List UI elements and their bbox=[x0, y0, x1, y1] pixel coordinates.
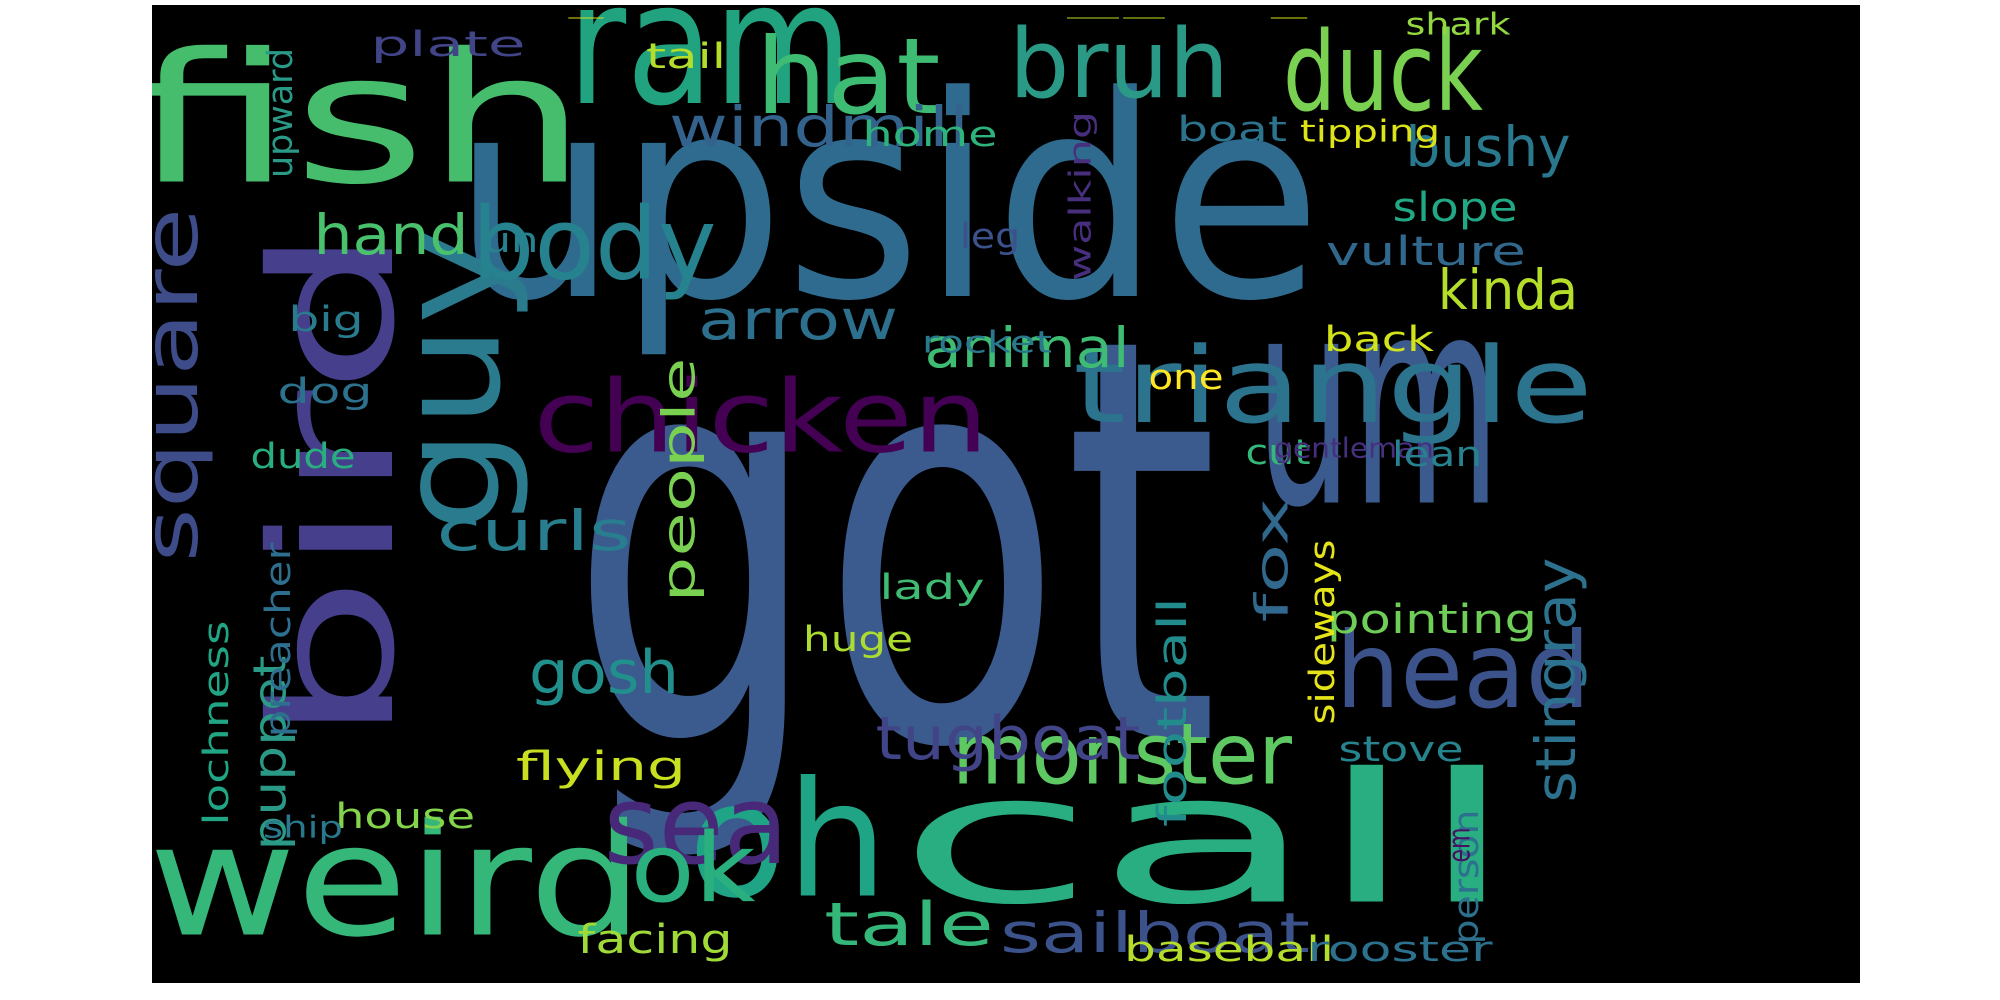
word-mark-75: _ bbox=[1118, 5, 1169, 19]
word-tipping: tipping bbox=[1300, 115, 1440, 150]
word-bushy: bushy bbox=[1406, 115, 1571, 179]
word-baseball: baseball bbox=[1124, 930, 1334, 970]
word-head: head bbox=[1336, 610, 1591, 732]
word-guy: guy bbox=[370, 228, 533, 533]
word-animal: animal bbox=[925, 316, 1130, 380]
word-fish: fish bbox=[152, 16, 588, 225]
word-huge: huge bbox=[803, 620, 913, 660]
word-hand: hand bbox=[314, 203, 469, 267]
word-tale: tale bbox=[824, 890, 994, 960]
word-mark-76: _ bbox=[1267, 5, 1312, 19]
word-house: house bbox=[335, 797, 475, 837]
word-sideways: sideways bbox=[1303, 540, 1343, 725]
word-lochness: lochness bbox=[197, 621, 237, 826]
word-ok: ok bbox=[631, 814, 756, 924]
word-weird: weird bbox=[152, 791, 644, 972]
word-home: home bbox=[863, 115, 998, 155]
word-mark-74: _ bbox=[1061, 5, 1125, 19]
word-slope: slope bbox=[1393, 185, 1518, 231]
word-pointing: pointing bbox=[1327, 597, 1537, 643]
word-flying: flying bbox=[516, 744, 686, 790]
word-body: body bbox=[472, 186, 717, 303]
word-rooster: rooster bbox=[1308, 930, 1494, 970]
word-curls: curls bbox=[437, 499, 632, 563]
word-leg: leg bbox=[960, 217, 1020, 257]
word-triangle: triangle bbox=[1073, 325, 1593, 447]
word-boat: boat bbox=[1177, 110, 1287, 150]
word-facing: facing bbox=[578, 917, 733, 963]
word-big: big bbox=[289, 300, 364, 340]
word-gentleman: gentleman bbox=[1274, 432, 1434, 465]
word-ram: ram bbox=[568, 5, 853, 144]
word-square: square bbox=[152, 208, 215, 563]
word-windmill: windmill bbox=[669, 95, 969, 159]
word-shark: shark bbox=[1406, 8, 1512, 43]
word-oh: oh bbox=[688, 747, 888, 934]
word-back: back bbox=[1324, 320, 1435, 360]
word-sea: sea bbox=[604, 761, 789, 889]
word-puppet: puppet bbox=[244, 656, 297, 851]
word-football: football bbox=[1150, 597, 1196, 827]
word-upside: upside bbox=[452, 37, 1322, 363]
word-person: person bbox=[1447, 810, 1487, 945]
word-bird: bird bbox=[235, 225, 433, 745]
word-kinda: kinda bbox=[1438, 258, 1578, 322]
word-one: one bbox=[1149, 358, 1224, 398]
word-fox: fox bbox=[1246, 498, 1299, 623]
word-stove: stove bbox=[1339, 730, 1464, 770]
word-dog: dog bbox=[278, 372, 373, 412]
word-rocket: rocket bbox=[922, 326, 1052, 361]
word-ship: ship bbox=[263, 811, 343, 846]
word-lady: lady bbox=[880, 568, 985, 608]
word-stingray: stingray bbox=[1524, 558, 1588, 803]
word-chicken: chicken bbox=[534, 359, 989, 476]
word-dude: dude bbox=[251, 437, 356, 477]
word-hat: hat bbox=[756, 16, 941, 138]
word-uh: uh bbox=[484, 221, 539, 261]
word-upward: upward bbox=[261, 48, 301, 178]
word-em: em bbox=[1443, 828, 1478, 863]
word-monster: monster bbox=[952, 706, 1292, 805]
word-gosh: gosh bbox=[529, 638, 679, 708]
word-arrow: arrow bbox=[698, 288, 898, 352]
word-mark-73: _ bbox=[564, 5, 608, 19]
word-lean: lean bbox=[1392, 435, 1482, 475]
word-tail: tail bbox=[646, 37, 726, 77]
word-sailboat: sailboat bbox=[1000, 901, 1310, 965]
word-um: um bbox=[1256, 235, 1501, 572]
word-walking: walking bbox=[1064, 111, 1099, 281]
word-bruh: bruh bbox=[1009, 10, 1229, 120]
word-tugboat: tugboat bbox=[876, 704, 1141, 774]
word-vulture: vulture bbox=[1326, 229, 1526, 275]
word-duck: duck bbox=[1283, 8, 1483, 136]
word-people: people bbox=[653, 358, 706, 603]
word-plate: plate bbox=[371, 25, 526, 65]
word-call: call bbox=[897, 736, 1517, 945]
word-got: got bbox=[569, 219, 1219, 871]
word-preacher: preacher bbox=[259, 542, 299, 738]
word-cloud: got upside um ram fish hat bruh duck bird guy call… bbox=[152, 5, 1860, 983]
word-cut: cut bbox=[1246, 433, 1311, 473]
